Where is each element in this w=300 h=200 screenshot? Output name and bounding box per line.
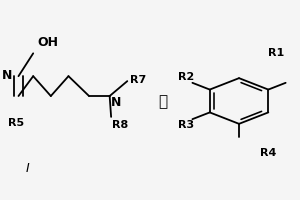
Text: N: N: [110, 96, 121, 109]
Text: R4: R4: [260, 148, 277, 158]
Text: I: I: [26, 162, 29, 175]
Text: OH: OH: [37, 36, 58, 49]
Text: R1: R1: [268, 48, 285, 58]
Text: 或: 或: [158, 94, 167, 109]
Text: R3: R3: [178, 120, 194, 130]
Text: R5: R5: [8, 118, 24, 128]
Text: N: N: [2, 69, 13, 82]
Text: R2: R2: [178, 72, 194, 82]
Text: R8: R8: [112, 120, 128, 130]
Text: R7: R7: [130, 75, 146, 85]
